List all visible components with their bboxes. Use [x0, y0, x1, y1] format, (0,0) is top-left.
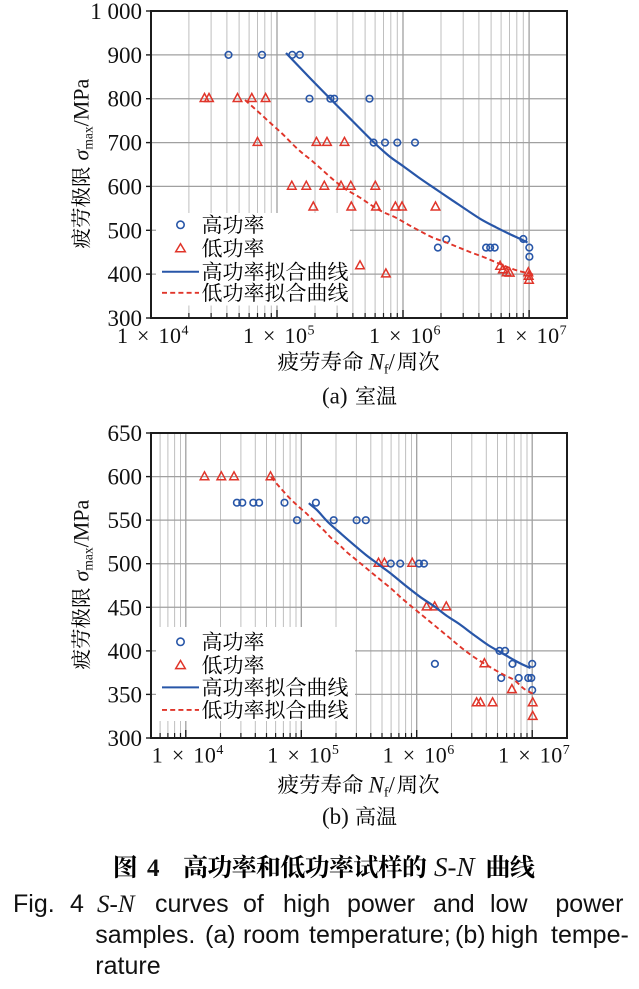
- svg-text:4: 4: [147, 855, 160, 882]
- svg-text:S-N: S-N: [434, 852, 476, 882]
- svg-text:1 × 107: 1 × 107: [495, 323, 567, 348]
- svg-text:550: 550: [108, 508, 143, 533]
- svg-text:500: 500: [108, 552, 143, 577]
- svg-text:low: low: [490, 890, 528, 918]
- svg-text:(b): (b): [322, 804, 349, 829]
- svg-text:of: of: [243, 890, 264, 918]
- svg-text:500: 500: [108, 218, 143, 243]
- svg-text:1 000: 1 000: [90, 0, 142, 24]
- svg-text:900: 900: [108, 43, 143, 68]
- svg-text:rature: rature: [95, 952, 160, 980]
- svg-text:(a): (a): [322, 384, 348, 409]
- svg-text:450: 450: [108, 595, 143, 620]
- svg-text:power: power: [347, 890, 415, 918]
- svg-text:1 × 104: 1 × 104: [117, 323, 189, 348]
- svg-text:1 × 107: 1 × 107: [498, 743, 570, 768]
- svg-text:300: 300: [108, 306, 143, 331]
- svg-text:700: 700: [108, 131, 143, 156]
- svg-text:Fig.: Fig.: [13, 890, 55, 918]
- svg-text:S-N: S-N: [97, 891, 136, 918]
- svg-text:high: high: [491, 921, 538, 949]
- svg-text:4: 4: [70, 890, 84, 918]
- svg-text:temperature;: temperature;: [309, 921, 451, 949]
- svg-text:400: 400: [108, 639, 143, 664]
- svg-text:tempe-: tempe-: [551, 921, 629, 949]
- svg-text:and: and: [433, 890, 475, 918]
- svg-text:σmax/MPa: σmax/MPa: [69, 78, 96, 160]
- svg-text:350: 350: [108, 682, 143, 707]
- svg-text:1 × 105: 1 × 105: [243, 323, 315, 348]
- svg-text:400: 400: [108, 262, 143, 287]
- svg-text:1 × 106: 1 × 106: [383, 743, 455, 768]
- svg-text:300: 300: [108, 726, 143, 751]
- svg-text:800: 800: [108, 87, 143, 112]
- svg-text:Nf/: Nf/: [368, 772, 396, 800]
- svg-text:1 × 105: 1 × 105: [267, 743, 339, 768]
- svg-text:600: 600: [108, 174, 143, 199]
- svg-text:(a): (a): [205, 921, 236, 949]
- svg-text:power: power: [555, 890, 623, 918]
- svg-text:curves: curves: [155, 890, 229, 918]
- svg-text:650: 650: [108, 421, 143, 446]
- svg-text:1 × 106: 1 × 106: [369, 323, 441, 348]
- svg-text:1 × 104: 1 × 104: [152, 743, 224, 768]
- svg-text:room: room: [243, 921, 300, 949]
- svg-text:Nf/: Nf/: [368, 349, 396, 377]
- svg-text:σmax/MPa: σmax/MPa: [69, 499, 96, 581]
- svg-text:high: high: [283, 890, 330, 918]
- svg-text:600: 600: [108, 465, 143, 490]
- svg-text:(b): (b): [455, 921, 486, 949]
- svg-text:samples.: samples.: [95, 921, 195, 949]
